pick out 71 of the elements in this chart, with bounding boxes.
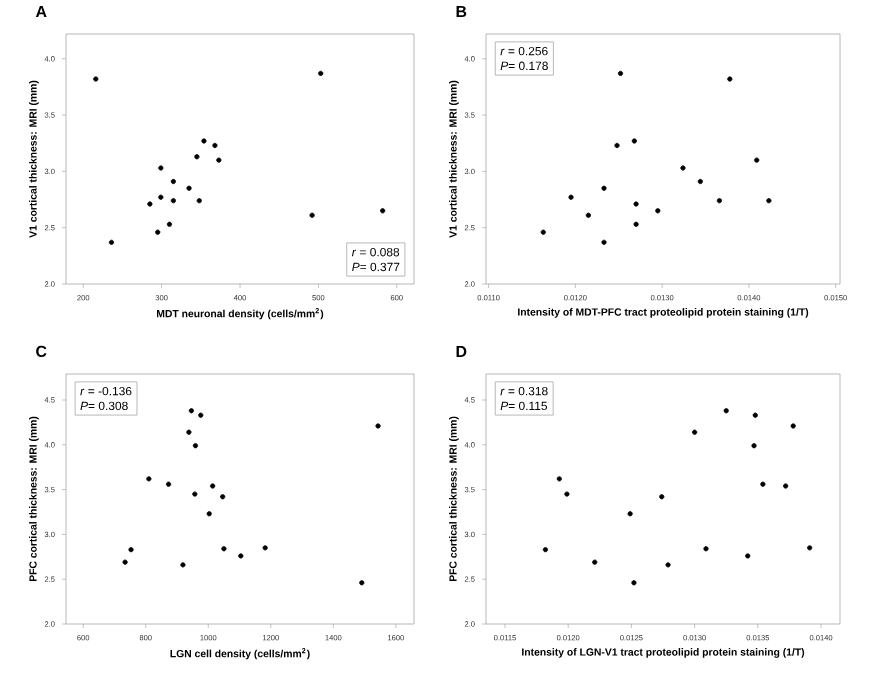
point bbox=[659, 494, 665, 500]
point bbox=[166, 221, 173, 227]
point bbox=[128, 547, 134, 553]
point bbox=[614, 142, 620, 149]
point bbox=[752, 412, 758, 418]
point bbox=[380, 208, 386, 214]
point bbox=[665, 562, 671, 568]
point bbox=[201, 138, 207, 144]
point bbox=[631, 138, 637, 144]
point bbox=[147, 201, 153, 207]
point bbox=[375, 423, 381, 429]
point bbox=[627, 511, 633, 517]
point bbox=[680, 165, 686, 171]
point bbox=[564, 491, 570, 497]
point bbox=[194, 154, 200, 160]
point bbox=[192, 491, 198, 497]
point bbox=[206, 511, 212, 517]
point bbox=[633, 201, 639, 207]
point bbox=[158, 194, 164, 200]
point bbox=[93, 76, 99, 82]
point bbox=[542, 547, 549, 553]
point bbox=[188, 408, 194, 414]
point bbox=[807, 545, 813, 551]
point bbox=[601, 185, 607, 191]
point bbox=[108, 239, 115, 245]
point bbox=[158, 165, 164, 171]
point bbox=[631, 580, 637, 586]
point bbox=[186, 429, 192, 435]
point bbox=[220, 494, 226, 500]
point bbox=[585, 212, 591, 218]
point bbox=[155, 229, 161, 235]
point bbox=[170, 178, 176, 185]
point bbox=[633, 221, 639, 227]
point bbox=[238, 553, 244, 559]
point bbox=[697, 178, 703, 185]
point bbox=[568, 194, 574, 200]
point bbox=[766, 198, 772, 204]
point bbox=[216, 157, 222, 163]
point bbox=[221, 546, 227, 552]
point bbox=[212, 142, 218, 149]
point bbox=[540, 229, 546, 235]
point bbox=[198, 412, 204, 418]
point bbox=[170, 198, 176, 204]
point bbox=[617, 70, 624, 76]
point bbox=[165, 481, 172, 487]
point bbox=[727, 76, 733, 82]
point bbox=[716, 198, 722, 204]
point bbox=[186, 185, 192, 191]
point bbox=[122, 559, 128, 565]
point bbox=[754, 157, 760, 163]
point bbox=[601, 239, 607, 245]
point bbox=[790, 423, 796, 429]
point bbox=[180, 562, 186, 568]
point bbox=[655, 208, 661, 214]
point bbox=[309, 212, 315, 218]
point bbox=[703, 546, 709, 552]
point bbox=[783, 483, 789, 489]
point bbox=[751, 443, 757, 449]
point bbox=[210, 483, 216, 489]
point bbox=[359, 580, 365, 586]
point bbox=[318, 70, 324, 76]
point bbox=[723, 408, 729, 414]
point bbox=[745, 553, 751, 559]
point bbox=[556, 476, 562, 482]
point bbox=[196, 198, 202, 204]
point bbox=[592, 559, 598, 565]
point bbox=[262, 545, 268, 551]
point bbox=[192, 443, 199, 449]
point bbox=[692, 429, 698, 435]
point bbox=[146, 476, 152, 482]
point bbox=[760, 481, 766, 487]
